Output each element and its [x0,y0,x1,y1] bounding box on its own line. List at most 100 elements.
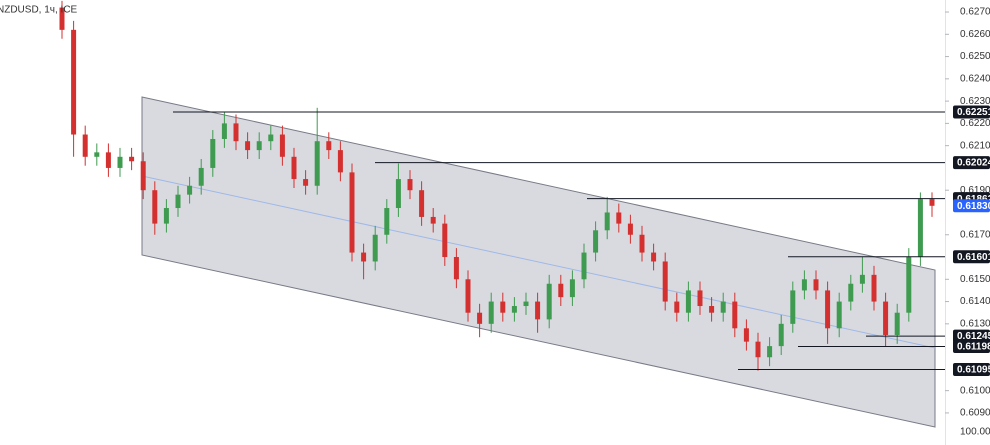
candle-body [210,138,216,168]
candle-body [175,194,181,209]
level-label: 0.62251 [957,107,990,118]
candle-body [674,301,680,313]
candle-body [604,212,610,231]
candle-body [349,172,355,253]
candle-body [187,185,193,195]
candle-body [720,301,726,313]
candle-body [105,152,111,168]
candle-body [129,156,135,162]
levels: 0.622510.620240.618620.616010.612450.611… [173,105,990,376]
candle-body [268,134,274,142]
scale-footer: 100.00 [960,427,990,438]
candle-body [163,208,169,224]
candle-body [337,150,343,173]
level-label: 0.61245 [957,331,990,342]
candle-body [801,279,807,291]
candle-body [430,216,436,224]
candle-body [767,346,773,358]
level-label-box [953,340,990,354]
last-price-box [953,199,990,213]
candle-body [651,252,657,262]
level-label-box [953,250,990,264]
candle-body [71,29,77,135]
candle-body [546,283,552,320]
candle-body [917,199,923,258]
candle-body [245,141,251,151]
candle-body [407,179,413,191]
candle-body [709,306,715,313]
chart-title: NZDUSD, 1ч, ICE [0,5,78,16]
candle-body [593,230,599,253]
candle-body [477,312,483,324]
candle-body [384,208,390,235]
last-price-label: 0.61830 [957,201,990,212]
candle-body [94,152,100,157]
candle-body [569,279,575,298]
candle-body [372,234,378,262]
candle-body [616,212,622,224]
channel-midline [141,175,936,349]
candle-body [523,301,529,307]
candle-body [291,156,297,180]
candle-body [82,134,88,157]
candle-body [848,283,854,302]
candle-body [778,323,784,347]
candle-body [152,190,158,224]
candle-body [639,234,645,253]
candle-body [697,290,703,307]
candle-body [836,301,842,329]
candle-body [233,123,239,142]
level-label: 0.61095 [957,365,990,376]
candle-body [453,257,459,280]
candles [59,0,935,371]
candle-body [871,274,877,302]
candle-body [279,134,285,157]
candle-body [419,190,425,217]
candle-body [140,161,146,191]
candle-body [221,123,227,139]
candle-body [511,306,517,313]
candle-body [488,301,494,324]
candle-body [442,223,448,258]
candle-body [883,301,889,335]
level-label: 0.61198 [957,342,990,353]
candle-body [558,283,564,298]
candle-body [627,223,633,235]
candle-body [395,179,401,209]
level-label-box [953,156,990,170]
candle-body [117,156,123,168]
candle-body [581,252,587,280]
candle-body [825,290,831,329]
candle-body [929,199,935,206]
candle-body [743,328,749,342]
level-label: 0.62024 [957,158,990,169]
candle-body [732,301,738,329]
candle-body [894,312,900,335]
candle-body [906,257,912,313]
candle-body [314,141,320,186]
candle-body [465,279,471,313]
candle-body [59,7,65,30]
candle-body [500,301,506,313]
level-label: 0.61601 [957,252,990,263]
candle-body [361,252,367,262]
candle-body [662,261,668,302]
level-label-box [953,105,990,119]
candle-body [198,167,204,186]
candle-body [326,141,332,151]
level-label-box [953,329,990,343]
